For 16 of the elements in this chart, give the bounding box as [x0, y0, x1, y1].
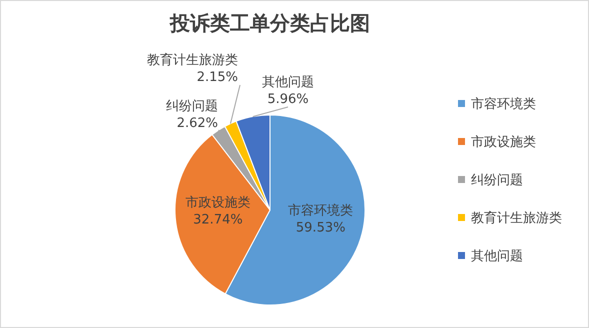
legend-label: 其他问题 — [471, 249, 523, 264]
chart-title: 投诉类工单分类占比图 — [169, 11, 370, 35]
data-label: 32.74% — [193, 212, 243, 228]
data-label: 2.62% — [176, 116, 218, 131]
slice-label: 教育计生旅游类 — [147, 52, 238, 68]
data-label: 59.53% — [296, 220, 346, 236]
slice-label: 市政设施类 — [185, 195, 250, 210]
slice-label: 其他问题 — [262, 75, 314, 90]
slice-label: 纠纷问题 — [166, 99, 218, 114]
legend-label: 市政设施类 — [471, 135, 536, 150]
legend-label: 教育计生旅游类 — [471, 210, 562, 226]
data-label: 2.15% — [196, 70, 238, 85]
data-label: 5.96% — [267, 92, 309, 107]
slice-label: 市容环境类 — [288, 202, 354, 219]
legend-label: 纠纷问题 — [471, 173, 523, 188]
legend-label: 市容环境类 — [471, 96, 536, 112]
